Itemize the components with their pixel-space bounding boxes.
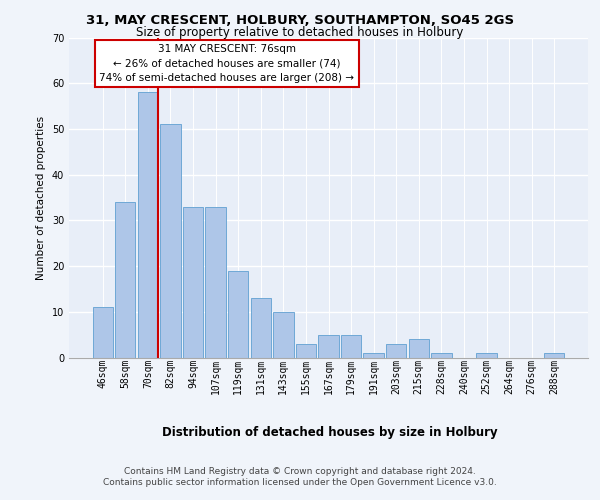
Bar bbox=[476, 353, 497, 358]
Bar bbox=[273, 312, 293, 358]
Bar bbox=[296, 344, 316, 358]
Text: Size of property relative to detached houses in Holbury: Size of property relative to detached ho… bbox=[136, 26, 464, 39]
Bar bbox=[92, 307, 113, 358]
Y-axis label: Number of detached properties: Number of detached properties bbox=[36, 116, 46, 280]
Bar bbox=[138, 92, 158, 358]
Bar bbox=[544, 353, 565, 358]
Bar bbox=[205, 206, 226, 358]
Text: Contains public sector information licensed under the Open Government Licence v3: Contains public sector information licen… bbox=[103, 478, 497, 487]
Text: 31, MAY CRESCENT, HOLBURY, SOUTHAMPTON, SO45 2GS: 31, MAY CRESCENT, HOLBURY, SOUTHAMPTON, … bbox=[86, 14, 514, 27]
Bar bbox=[409, 339, 429, 357]
Bar bbox=[160, 124, 181, 358]
Bar bbox=[183, 206, 203, 358]
Bar bbox=[364, 353, 384, 358]
Bar bbox=[251, 298, 271, 358]
Bar bbox=[341, 334, 361, 357]
Bar bbox=[386, 344, 406, 358]
Bar bbox=[431, 353, 452, 358]
Bar bbox=[115, 202, 136, 358]
Bar bbox=[319, 334, 338, 357]
Text: 31 MAY CRESCENT: 76sqm
← 26% of detached houses are smaller (74)
74% of semi-det: 31 MAY CRESCENT: 76sqm ← 26% of detached… bbox=[100, 44, 355, 83]
Text: Distribution of detached houses by size in Holbury: Distribution of detached houses by size … bbox=[162, 426, 498, 439]
Bar bbox=[228, 270, 248, 358]
Text: Contains HM Land Registry data © Crown copyright and database right 2024.: Contains HM Land Registry data © Crown c… bbox=[124, 467, 476, 476]
